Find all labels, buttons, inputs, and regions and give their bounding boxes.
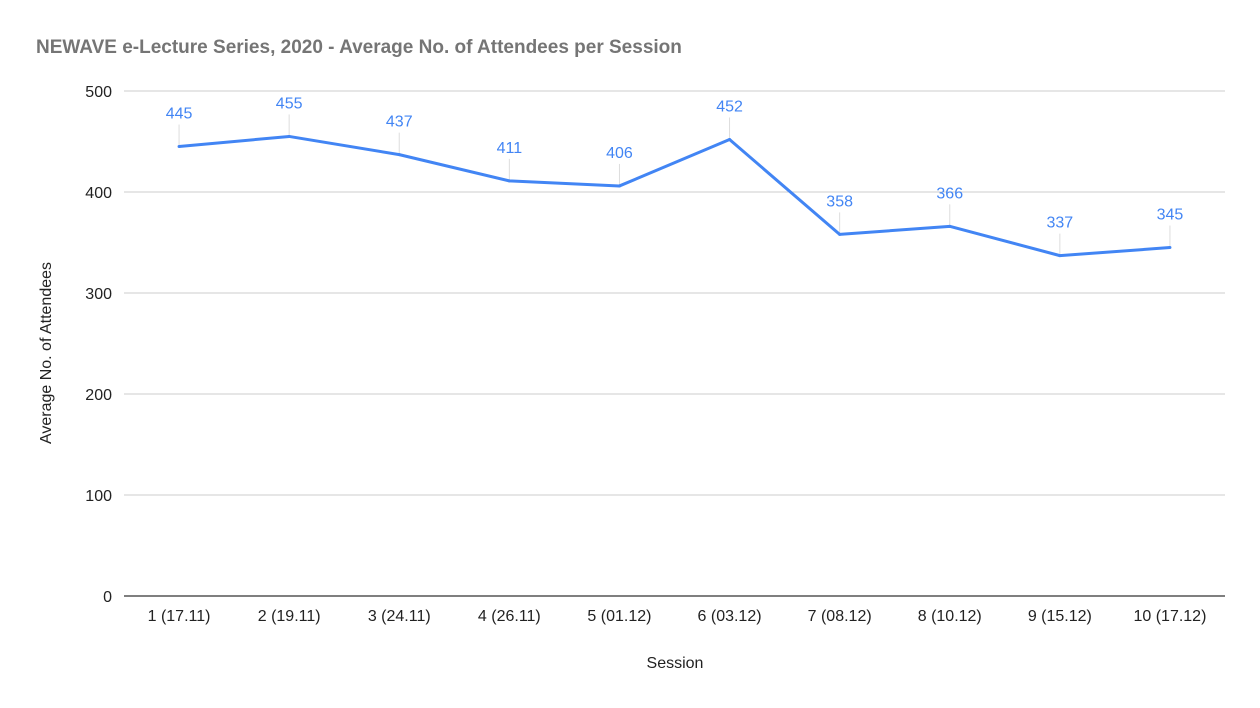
data-point	[1058, 254, 1062, 258]
data-point	[728, 137, 732, 141]
x-tick-label: 8 (10.12)	[918, 608, 982, 625]
data-point	[617, 184, 621, 188]
data-label-leaders	[178, 114, 1171, 256]
series	[177, 134, 1172, 258]
data-label: 445	[166, 106, 193, 123]
data-point	[1168, 246, 1172, 250]
data-label: 455	[276, 95, 303, 112]
series-line	[178, 134, 1171, 258]
x-axis-ticks: 1 (17.11) 2 (19.11) 3 (24.11) 4 (26.11) 5 (0…	[148, 608, 1207, 625]
data-label: 337	[1046, 215, 1073, 232]
data-label: 358	[826, 193, 853, 210]
x-tick-label: 2 (19.11)	[258, 608, 321, 625]
data-point	[838, 232, 842, 236]
data-label: 452	[716, 98, 743, 115]
y-axis-ticks: 0 100 200 300 400 500	[85, 84, 112, 606]
x-tick-label: 10 (17.12)	[1133, 608, 1206, 625]
y-tick-label: 400	[85, 185, 112, 202]
data-point	[177, 145, 181, 149]
data-point	[507, 179, 511, 183]
y-tick-label: 200	[85, 387, 112, 404]
y-tick-label: 0	[103, 589, 112, 606]
x-tick-label: 5 (01.12)	[587, 608, 651, 625]
data-labels: 445 455 437 411 406 452 358 366 337 345	[166, 95, 1184, 231]
data-label: 366	[936, 185, 963, 202]
x-tick-label: 4 (26.11)	[478, 608, 541, 625]
data-label: 411	[497, 140, 523, 157]
y-tick-label: 300	[85, 286, 112, 303]
y-axis-title: Average No. of Attendees	[38, 262, 55, 444]
x-tick-label: 9 (15.12)	[1028, 608, 1092, 625]
x-tick-label: 6 (03.12)	[698, 608, 762, 625]
data-label: 437	[386, 114, 413, 131]
gridlines	[124, 90, 1225, 597]
x-tick-label: 7 (08.12)	[808, 608, 872, 625]
x-tick-label: 1 (17.11)	[148, 608, 211, 625]
data-label: 345	[1157, 207, 1184, 224]
chart-title: NEWAVE e-Lecture Series, 2020 - Average …	[36, 37, 682, 58]
data-point	[287, 134, 291, 138]
data-point	[948, 224, 952, 228]
y-tick-label: 100	[85, 488, 112, 505]
data-label: 406	[606, 145, 633, 162]
x-axis-title: Session	[647, 655, 704, 672]
x-tick-label: 3 (24.11)	[368, 608, 431, 625]
data-point	[397, 153, 401, 157]
y-tick-label: 500	[85, 84, 112, 101]
